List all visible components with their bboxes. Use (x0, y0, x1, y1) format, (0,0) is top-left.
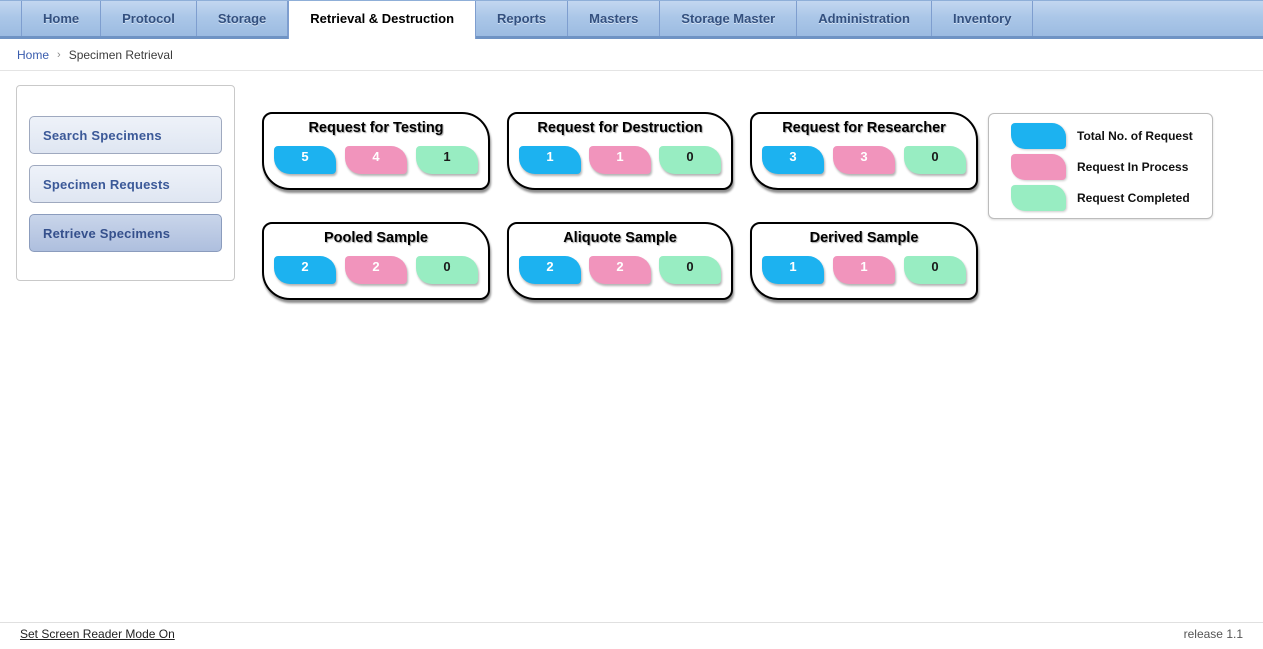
tab-reports[interactable]: Reports (476, 1, 569, 36)
tab-storage[interactable]: Storage (197, 1, 289, 36)
badge-in-process: 1 (833, 256, 895, 284)
badge-total-requests: 5 (274, 146, 336, 174)
breadcrumb-home-link[interactable]: Home (17, 47, 50, 62)
legend-panel: Total No. of Request Request In Process … (988, 113, 1213, 219)
card-request-for-researcher: Request for Researcher 3 3 0 (750, 112, 978, 190)
sidebar-item-retrieve-specimens[interactable]: Retrieve Specimens (29, 214, 222, 252)
breadcrumb: Home › Specimen Retrieval (0, 39, 1263, 71)
tab-administration[interactable]: Administration (797, 1, 932, 36)
legend-label: Request In Process (1077, 160, 1189, 174)
card-badges: 1 1 0 (509, 146, 731, 174)
request-cards-grid: Request for Testing 5 4 1 Request for De… (262, 112, 978, 300)
card-request-for-destruction: Request for Destruction 1 1 0 (507, 112, 733, 190)
card-title: Derived Sample (809, 230, 919, 246)
top-navbar: Home Protocol Storage Retrieval & Destructi… (0, 0, 1263, 39)
nav-leading-spacer (0, 1, 22, 36)
breadcrumb-separator-icon: › (57, 48, 61, 61)
card-badges: 2 2 0 (509, 256, 731, 284)
badge-total-requests: 1 (762, 256, 824, 284)
legend-label: Total No. of Request (1077, 129, 1193, 143)
card-title: Request for Destruction (537, 120, 703, 136)
tab-protocol[interactable]: Protocol (101, 1, 197, 36)
badge-total-requests: 3 (762, 146, 824, 174)
badge-in-process: 2 (589, 256, 651, 284)
footer: Set Screen Reader Mode On release 1.1 (0, 622, 1263, 649)
badge-in-process: 4 (345, 146, 407, 174)
badge-total-requests: 2 (519, 256, 581, 284)
tab-inventory[interactable]: Inventory (932, 1, 1034, 36)
nav-tabs: Home Protocol Storage Retrieval & Destructi… (22, 1, 1034, 39)
nav-filler (1033, 1, 1263, 36)
card-pooled-sample: Pooled Sample 2 2 0 (262, 222, 490, 300)
card-badges: 5 4 1 (264, 146, 488, 174)
tab-storage-master[interactable]: Storage Master (660, 1, 798, 36)
screen-reader-mode-link[interactable]: Set Screen Reader Mode On (20, 627, 175, 641)
card-title: Pooled Sample (324, 230, 428, 246)
badge-completed: 0 (904, 146, 966, 174)
card-derived-sample: Derived Sample 1 1 0 (750, 222, 978, 300)
legend-color-pill (1011, 154, 1066, 180)
badge-completed: 0 (659, 256, 721, 284)
sidebar-panel: Search Specimens Specimen Requests Retriev… (16, 85, 235, 281)
badge-completed: 0 (904, 256, 966, 284)
badge-in-process: 1 (589, 146, 651, 174)
badge-total-requests: 1 (519, 146, 581, 174)
badge-in-process: 2 (345, 256, 407, 284)
legend-item-request-in-process: Request In Process (999, 154, 1202, 180)
badge-completed: 0 (659, 146, 721, 174)
legend-color-pill (1011, 185, 1066, 211)
legend-color-pill (1011, 123, 1066, 149)
sidebar-item-search-specimens[interactable]: Search Specimens (29, 116, 222, 154)
badge-completed: 0 (416, 256, 478, 284)
tab-retrieval-destruction[interactable]: Retrieval & Destruction (288, 1, 477, 39)
card-title: Aliquote Sample (563, 230, 677, 246)
badge-completed: 1 (416, 146, 478, 174)
legend-item-total-no-of-request: Total No. of Request (999, 123, 1202, 149)
tab-masters[interactable]: Masters (568, 1, 661, 36)
card-title: Request for Testing (308, 120, 444, 136)
card-badges: 3 3 0 (752, 146, 976, 174)
legend-item-request-completed: Request Completed (999, 185, 1202, 211)
card-aliquote-sample: Aliquote Sample 2 2 0 (507, 222, 733, 300)
badge-in-process: 3 (833, 146, 895, 174)
card-badges: 1 1 0 (752, 256, 976, 284)
card-title: Request for Researcher (782, 120, 946, 136)
card-badges: 2 2 0 (264, 256, 488, 284)
sidebar-item-specimen-requests[interactable]: Specimen Requests (29, 165, 222, 203)
breadcrumb-current: Specimen Retrieval (68, 47, 173, 62)
card-request-for-testing: Request for Testing 5 4 1 (262, 112, 490, 190)
badge-total-requests: 2 (274, 256, 336, 284)
tab-home[interactable]: Home (22, 1, 102, 36)
release-version: release 1.1 (1183, 627, 1243, 641)
legend-label: Request Completed (1077, 191, 1190, 205)
